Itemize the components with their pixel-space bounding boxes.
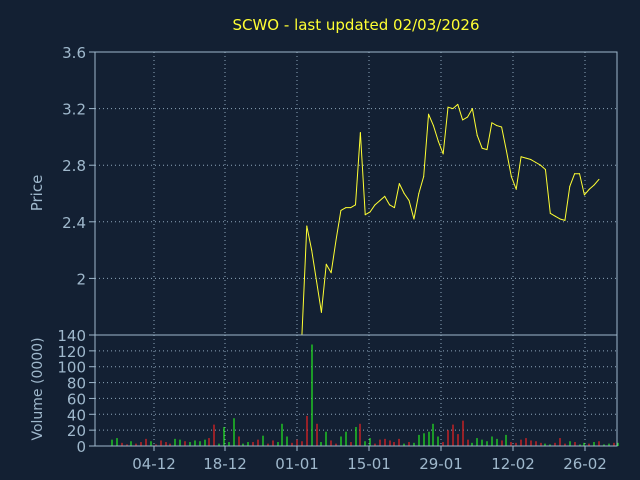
- price-line-segment: [355, 132, 361, 206]
- volume-tick-label: 140: [57, 327, 86, 345]
- price-tick-label: 3.2: [62, 101, 86, 119]
- price-line-segment: [423, 113, 430, 178]
- price-line-segment: [457, 103, 464, 121]
- volume-tick-label: 80: [67, 375, 86, 393]
- price-line-segment: [393, 183, 400, 209]
- price-line-segment: [496, 125, 503, 128]
- date-tick-label: 26-02: [563, 455, 607, 473]
- price-line-segment: [374, 200, 381, 206]
- price-line: [301, 103, 600, 336]
- price-line-segment: [316, 280, 322, 313]
- price-line-segment: [452, 103, 459, 110]
- price-line-segment: [432, 125, 439, 142]
- price-line-segment: [501, 126, 507, 152]
- price-line-segment: [413, 193, 420, 220]
- price-line-segment: [335, 209, 342, 241]
- price-line-segment: [418, 176, 425, 194]
- price-line-segment: [408, 200, 415, 220]
- volume-grid: [89, 334, 617, 447]
- price-line-segment: [364, 211, 371, 216]
- price-line-segment: [325, 263, 332, 274]
- date-tick-label: 12-02: [491, 455, 535, 473]
- price-line-segment: [515, 156, 522, 190]
- price-line-segment: [559, 218, 566, 221]
- date-tick-label: 04-12: [132, 455, 176, 473]
- date-tick-label: 15-01: [347, 455, 391, 473]
- price-line-segment: [437, 140, 444, 155]
- price-line-segment: [520, 156, 527, 159]
- price-tick-label: 3.6: [62, 44, 86, 62]
- price-y-tick-labels: 2 2.4 2.8 3.2 3.6: [62, 44, 86, 288]
- price-line-segment: [481, 147, 488, 151]
- price-line-segment: [569, 173, 576, 187]
- volume-panel-frame: [94, 334, 618, 447]
- price-line-segment: [428, 113, 434, 127]
- price-line-segment: [467, 108, 473, 118]
- volume-tick-label: 40: [67, 406, 86, 424]
- price-line-segment: [403, 193, 410, 202]
- price-tick-label: 2.8: [62, 157, 86, 175]
- price-line-segment: [593, 178, 600, 186]
- price-line-segment: [320, 263, 327, 313]
- chart-title: SCWO - last updated 02/03/2026: [232, 16, 479, 34]
- price-line-segment: [476, 134, 483, 149]
- price-line-segment: [530, 159, 537, 163]
- price-line-segment: [340, 207, 347, 211]
- price-tick-label: 2: [76, 270, 86, 288]
- price-line-segment: [306, 225, 313, 251]
- price-line-segment: [398, 183, 405, 194]
- date-tick-labels: 04-12 18-12 01-01 15-01 29-01 12-02 26-02: [132, 446, 607, 473]
- price-line-segment: [442, 106, 449, 155]
- price-line-segment: [486, 122, 493, 151]
- price-line-segment: [369, 204, 376, 213]
- price-line-segment: [510, 176, 517, 190]
- date-tick-label: 18-12: [203, 455, 247, 473]
- price-line-segment: [535, 161, 542, 166]
- price-line-segment: [554, 215, 561, 220]
- price-line-segment: [525, 157, 532, 161]
- price-line-segment: [447, 106, 454, 110]
- price-line-segment: [311, 249, 318, 282]
- price-grid: [89, 51, 617, 335]
- price-line-segment: [549, 212, 556, 217]
- date-tick-label: 29-01: [419, 455, 463, 473]
- price-line-segment: [564, 185, 571, 221]
- price-line-segment: [491, 122, 498, 127]
- volume-bars: [111, 344, 619, 446]
- price-line-segment: [384, 195, 391, 206]
- price-line-segment: [462, 116, 469, 121]
- price-tick-label: 2.4: [62, 214, 86, 232]
- date-tick-label: 01-01: [275, 455, 319, 473]
- price-line-segment: [359, 132, 366, 216]
- volume-tick-label: 100: [57, 359, 86, 377]
- volume-tick-label: 120: [57, 343, 86, 361]
- price-line-segment: [330, 239, 337, 274]
- price-line-segment: [389, 204, 395, 209]
- volume-tick-label: 60: [67, 390, 86, 408]
- price-line-segment: [583, 188, 590, 196]
- price-line-segment: [588, 184, 595, 190]
- price-axis-label: Price: [28, 175, 46, 212]
- price-line-segment: [540, 164, 546, 170]
- price-line-segment: [379, 195, 386, 202]
- volume-tick-label: 20: [67, 422, 86, 440]
- price-line-segment: [505, 150, 512, 178]
- price-line-segment: [301, 225, 308, 336]
- volume-axis-label: Volume (0000): [30, 337, 46, 440]
- volume-tick-label: 0: [76, 438, 86, 456]
- price-line-segment: [471, 108, 478, 136]
- price-line-segment: [579, 173, 585, 196]
- price-line-segment: [350, 204, 356, 209]
- price-line-segment: [544, 168, 551, 214]
